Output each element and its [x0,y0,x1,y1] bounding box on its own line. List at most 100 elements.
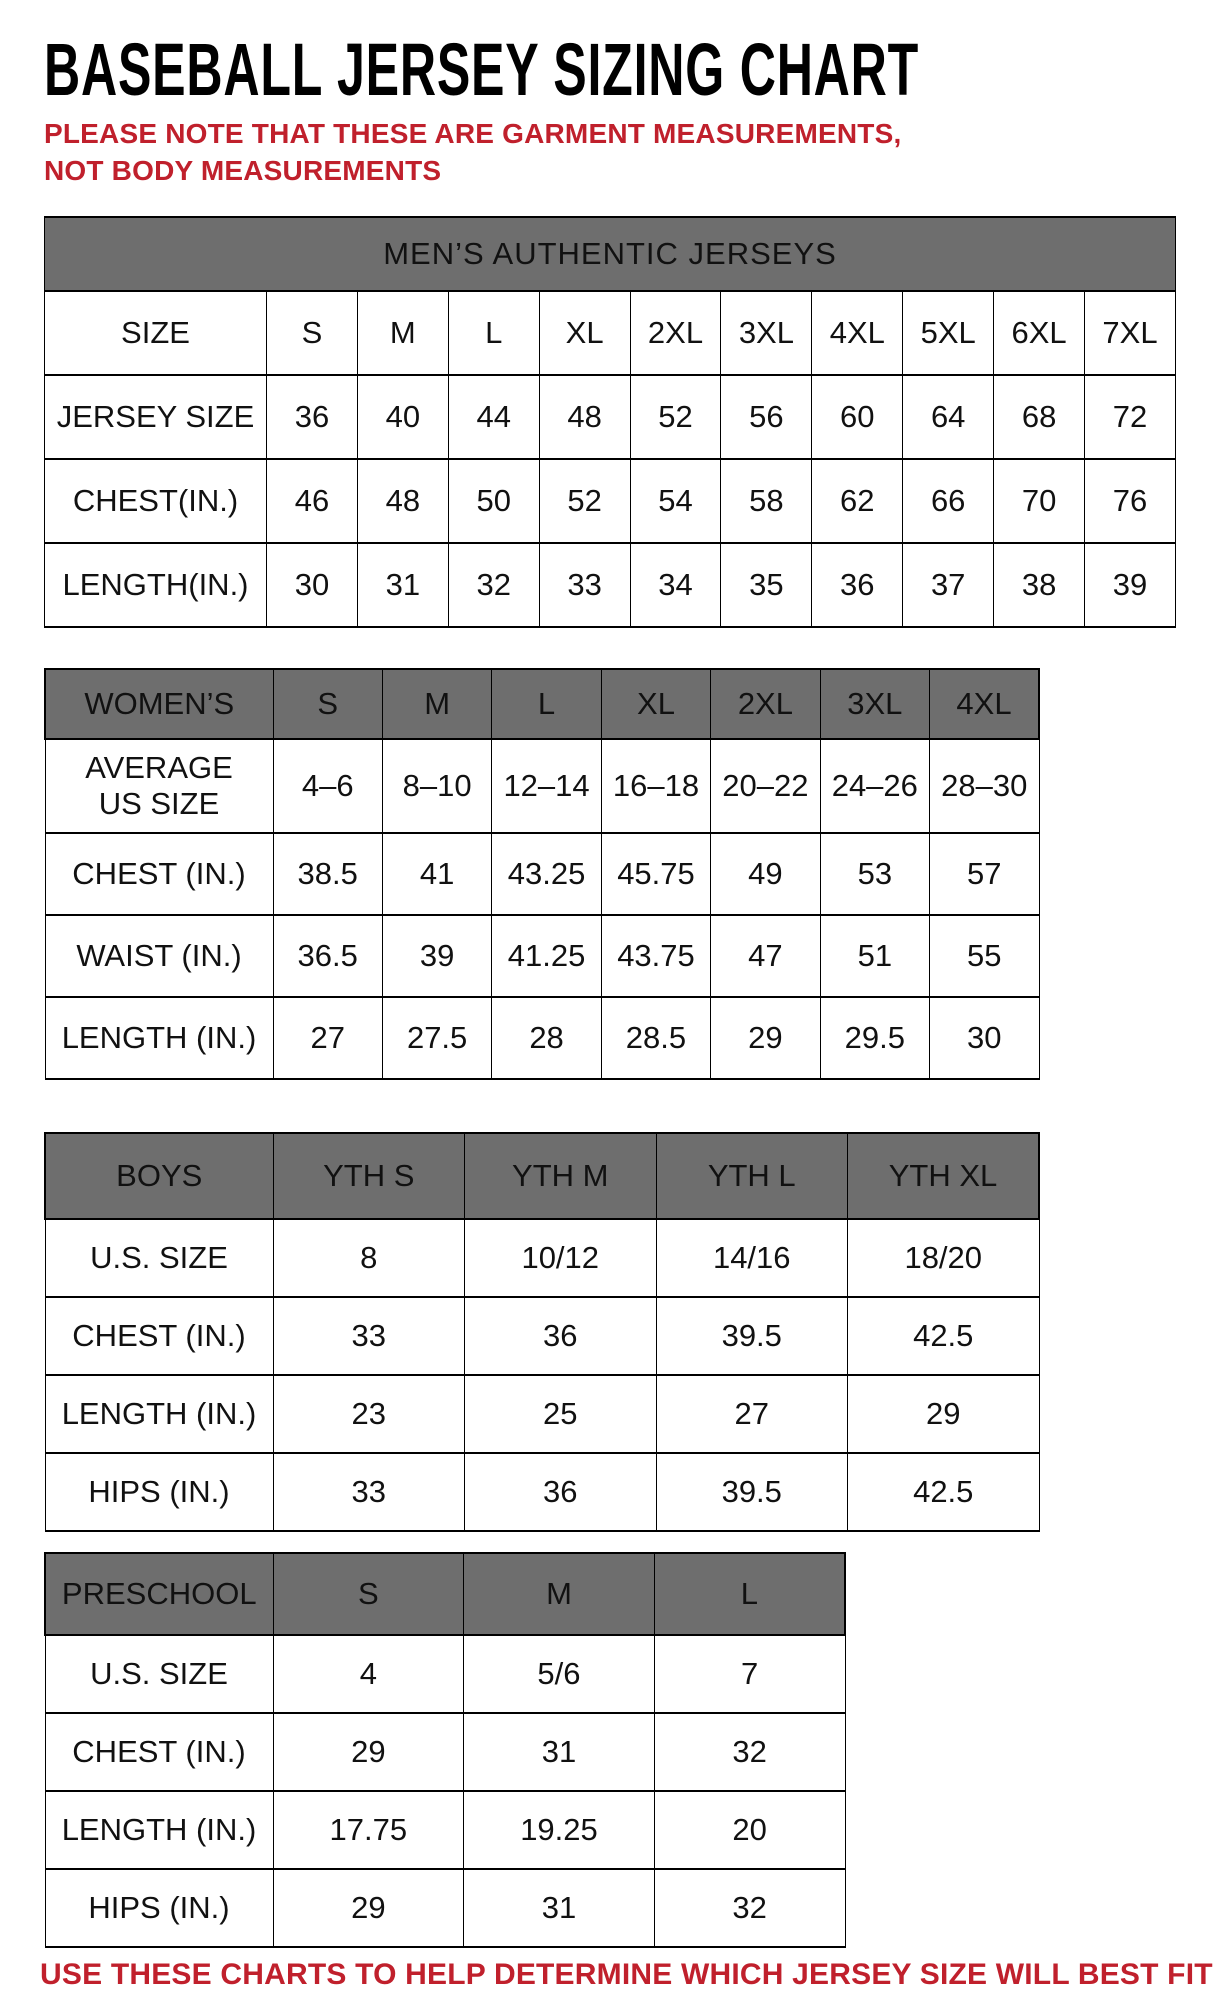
size-value: 66 [902,457,995,544]
size-value: 7XL [1084,289,1176,376]
size-value: 52 [629,373,722,460]
size-value: 33 [272,1451,465,1532]
size-value: 39 [1084,541,1176,628]
size-column-header: 2XL [710,667,821,740]
size-value: 28–30 [929,737,1040,834]
size-value: 48 [356,457,449,544]
size-column-header: M [463,1551,655,1636]
size-value: 4 [272,1633,465,1714]
size-value: XL [538,289,631,376]
size-value: 24–26 [819,737,931,834]
size-value: 56 [720,373,813,460]
size-value: 41.25 [491,913,602,998]
garment-measurements-note: PLEASE NOTE THAT THESE ARE GARMENT MEASU… [44,118,902,186]
size-value: 48 [538,373,631,460]
size-value: 28.5 [600,995,712,1080]
size-value: 53 [819,831,931,916]
size-value: 38.5 [272,831,383,916]
size-value: 60 [811,373,904,460]
size-value: 33 [272,1295,465,1376]
row-label: LENGTH (IN.) [44,995,274,1080]
size-value: 39 [381,913,493,998]
size-value: 41 [381,831,493,916]
size-value: 51 [819,913,931,998]
size-value: 29 [272,1867,465,1948]
table-row: CHEST (IN.) 33 36 39.5 42.5 [44,1295,1040,1376]
row-label: WAIST (IN.) [44,913,274,998]
table-header-row: WOMEN’S S M L XL 2XL 3XL 4XL [44,667,1041,740]
size-column-header: S [272,667,383,740]
size-value: 38 [993,541,1086,628]
size-value: 39.5 [655,1451,848,1532]
size-column-header: 3XL [819,667,931,740]
size-value: 36 [464,1451,657,1532]
table-group-label: WOMEN’S [44,667,274,740]
size-column-header: M [381,667,493,740]
size-value: 3XL [720,289,813,376]
size-value: 8–10 [381,737,493,834]
size-value: 14/16 [655,1217,848,1298]
size-value: S [266,289,358,376]
table-row: LENGTH (IN.) 17.75 19.25 20 [44,1789,846,1870]
size-value: 62 [811,457,904,544]
size-value: 36 [811,541,904,628]
row-label: CHEST (IN.) [44,1711,274,1792]
size-value: 36 [266,373,358,460]
row-label: CHEST (IN.) [44,1295,274,1376]
footer-note: USE THESE CHARTS TO HELP DETERMINE WHICH… [40,1957,1220,1991]
size-value: 49 [710,831,821,916]
row-label: HIPS (IN.) [44,1451,274,1532]
size-value: 29.5 [819,995,931,1080]
size-column-header: 4XL [929,667,1041,740]
size-value: 27 [272,995,383,1080]
size-value: 52 [538,457,631,544]
womens-table: WOMEN’S S M L XL 2XL 3XL 4XL AVERAGE US SIZE 4–6… [44,667,1041,1080]
size-value: 43.75 [600,913,712,998]
size-value: 68 [993,373,1086,460]
table-group-label: PRESCHOOL [44,1551,274,1636]
size-value: 36 [464,1295,657,1376]
row-label: JERSEY SIZE [44,373,267,460]
table-row: HIPS (IN.) 33 36 39.5 42.5 [44,1451,1040,1532]
size-value: 27.5 [381,995,493,1080]
size-value: L [447,289,540,376]
size-value: 5XL [902,289,995,376]
table-row: LENGTH(IN.) 30 31 32 33 34 35 36 37 38 39 [44,541,1176,628]
row-label: LENGTH (IN.) [44,1373,274,1454]
size-value: 28 [491,995,602,1080]
boys-table: BOYS YTH S YTH M YTH L YTH XL U.S. SIZE 8 10/1… [44,1131,1040,1532]
size-column-header: YTH L [655,1131,848,1220]
size-value: 45.75 [600,831,712,916]
size-value: 39.5 [655,1295,848,1376]
row-label: AVERAGE US SIZE [44,737,274,834]
size-column-header: YTH XL [847,1131,1040,1220]
size-value: 32 [653,1867,846,1948]
size-column-header: L [653,1551,846,1636]
row-label: CHEST(IN.) [44,457,267,544]
size-value: 42.5 [847,1295,1040,1376]
size-value: 31 [463,1711,655,1792]
row-label: HIPS (IN.) [44,1867,274,1948]
size-value: 57 [929,831,1040,916]
row-label: U.S. SIZE [44,1633,274,1714]
size-column-header: YTH S [272,1131,465,1220]
table-row: WAIST (IN.) 36.5 39 41.25 43.75 47 51 55 [44,913,1040,998]
row-label: CHEST (IN.) [44,831,274,916]
row-label: LENGTH (IN.) [44,1789,274,1870]
row-label: SIZE [44,289,267,376]
table-row: CHEST (IN.) 29 31 32 [44,1711,846,1792]
size-value: 8 [272,1217,465,1298]
size-value: 32 [653,1711,846,1792]
size-value: 76 [1084,457,1176,544]
size-value: 5/6 [463,1633,655,1714]
table-row: U.S. SIZE 8 10/12 14/16 18/20 [44,1217,1040,1298]
table-group-label: BOYS [44,1131,274,1220]
size-value: M [356,289,449,376]
table-row: SIZE S M L XL 2XL 3XL 4XL 5XL 6XL 7XL [44,289,1176,376]
size-value: 35 [720,541,813,628]
table-row: CHEST (IN.) 38.5 41 43.25 45.75 49 53 57 [44,831,1040,916]
table-row: CHEST(IN.) 46 48 50 52 54 58 62 66 70 76 [44,457,1176,544]
table-row: HIPS (IN.) 29 31 32 [44,1867,846,1948]
size-value: 4–6 [272,737,383,834]
